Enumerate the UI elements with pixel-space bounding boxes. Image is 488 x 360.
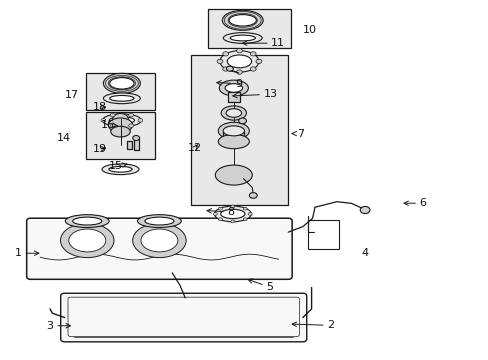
Circle shape: [218, 207, 222, 210]
Bar: [307, 220, 339, 249]
Circle shape: [243, 218, 246, 221]
Ellipse shape: [109, 166, 132, 172]
Circle shape: [223, 52, 228, 56]
Ellipse shape: [223, 33, 262, 43]
Ellipse shape: [102, 114, 141, 127]
Text: 18: 18: [93, 102, 107, 112]
Text: 3: 3: [46, 321, 70, 331]
Text: 11: 11: [242, 38, 285, 48]
Ellipse shape: [214, 206, 251, 222]
Circle shape: [250, 67, 256, 71]
Ellipse shape: [109, 117, 134, 124]
Ellipse shape: [229, 15, 256, 26]
Text: 14: 14: [56, 133, 70, 143]
Ellipse shape: [219, 80, 248, 96]
Circle shape: [226, 66, 233, 71]
Text: 2: 2: [291, 320, 334, 330]
Bar: [86, 112, 154, 158]
Text: 19: 19: [93, 144, 107, 154]
Ellipse shape: [65, 215, 109, 228]
Ellipse shape: [144, 217, 174, 225]
Circle shape: [133, 135, 139, 140]
Text: 12: 12: [188, 143, 202, 153]
Circle shape: [110, 113, 115, 117]
Circle shape: [218, 218, 222, 221]
Ellipse shape: [141, 229, 178, 252]
Circle shape: [230, 220, 234, 223]
Bar: [86, 73, 154, 111]
Circle shape: [110, 124, 115, 127]
Ellipse shape: [61, 223, 114, 258]
Text: 1: 1: [15, 248, 39, 258]
Ellipse shape: [137, 215, 181, 228]
Circle shape: [238, 118, 246, 124]
Circle shape: [236, 49, 242, 53]
Circle shape: [113, 113, 128, 125]
Circle shape: [223, 67, 228, 71]
Ellipse shape: [218, 122, 249, 139]
Ellipse shape: [109, 78, 134, 89]
Ellipse shape: [224, 84, 242, 92]
Circle shape: [217, 59, 223, 64]
Circle shape: [101, 118, 105, 122]
Text: 13: 13: [232, 89, 277, 99]
Text: 4: 4: [361, 248, 367, 258]
Circle shape: [230, 205, 234, 208]
FancyBboxPatch shape: [27, 218, 291, 279]
Ellipse shape: [225, 109, 241, 117]
Circle shape: [250, 52, 256, 56]
Ellipse shape: [111, 126, 130, 137]
Text: 7: 7: [291, 129, 304, 139]
Ellipse shape: [132, 223, 186, 258]
Text: 5: 5: [247, 279, 273, 292]
Bar: [127, 140, 132, 149]
Ellipse shape: [223, 126, 244, 136]
Ellipse shape: [215, 165, 252, 185]
Ellipse shape: [102, 164, 139, 175]
Circle shape: [248, 212, 252, 215]
Circle shape: [236, 70, 242, 74]
Text: 10: 10: [302, 25, 316, 35]
FancyBboxPatch shape: [61, 293, 306, 342]
Bar: [227, 91, 239, 102]
Text: 17: 17: [65, 90, 79, 100]
Text: 6: 6: [403, 198, 426, 208]
Circle shape: [128, 113, 133, 117]
Ellipse shape: [108, 118, 132, 132]
Ellipse shape: [220, 51, 258, 72]
Circle shape: [255, 59, 261, 64]
Ellipse shape: [222, 10, 263, 30]
Ellipse shape: [73, 217, 102, 225]
Text: 9: 9: [216, 78, 242, 89]
Bar: [191, 55, 287, 205]
Circle shape: [138, 118, 142, 122]
Ellipse shape: [109, 95, 134, 101]
Bar: [223, 131, 244, 141]
Bar: [207, 9, 290, 48]
Ellipse shape: [227, 55, 251, 68]
Text: 15: 15: [108, 161, 127, 171]
Ellipse shape: [103, 73, 140, 93]
Ellipse shape: [220, 209, 244, 219]
Ellipse shape: [230, 35, 255, 41]
Circle shape: [243, 207, 246, 210]
Ellipse shape: [221, 106, 246, 120]
Ellipse shape: [103, 93, 140, 104]
Circle shape: [128, 124, 133, 127]
Ellipse shape: [69, 229, 105, 252]
Text: 8: 8: [206, 207, 234, 217]
Circle shape: [213, 212, 217, 215]
Ellipse shape: [218, 134, 249, 149]
Text: 16: 16: [101, 120, 117, 130]
Circle shape: [360, 206, 369, 213]
Bar: [133, 139, 138, 150]
Circle shape: [249, 193, 257, 198]
